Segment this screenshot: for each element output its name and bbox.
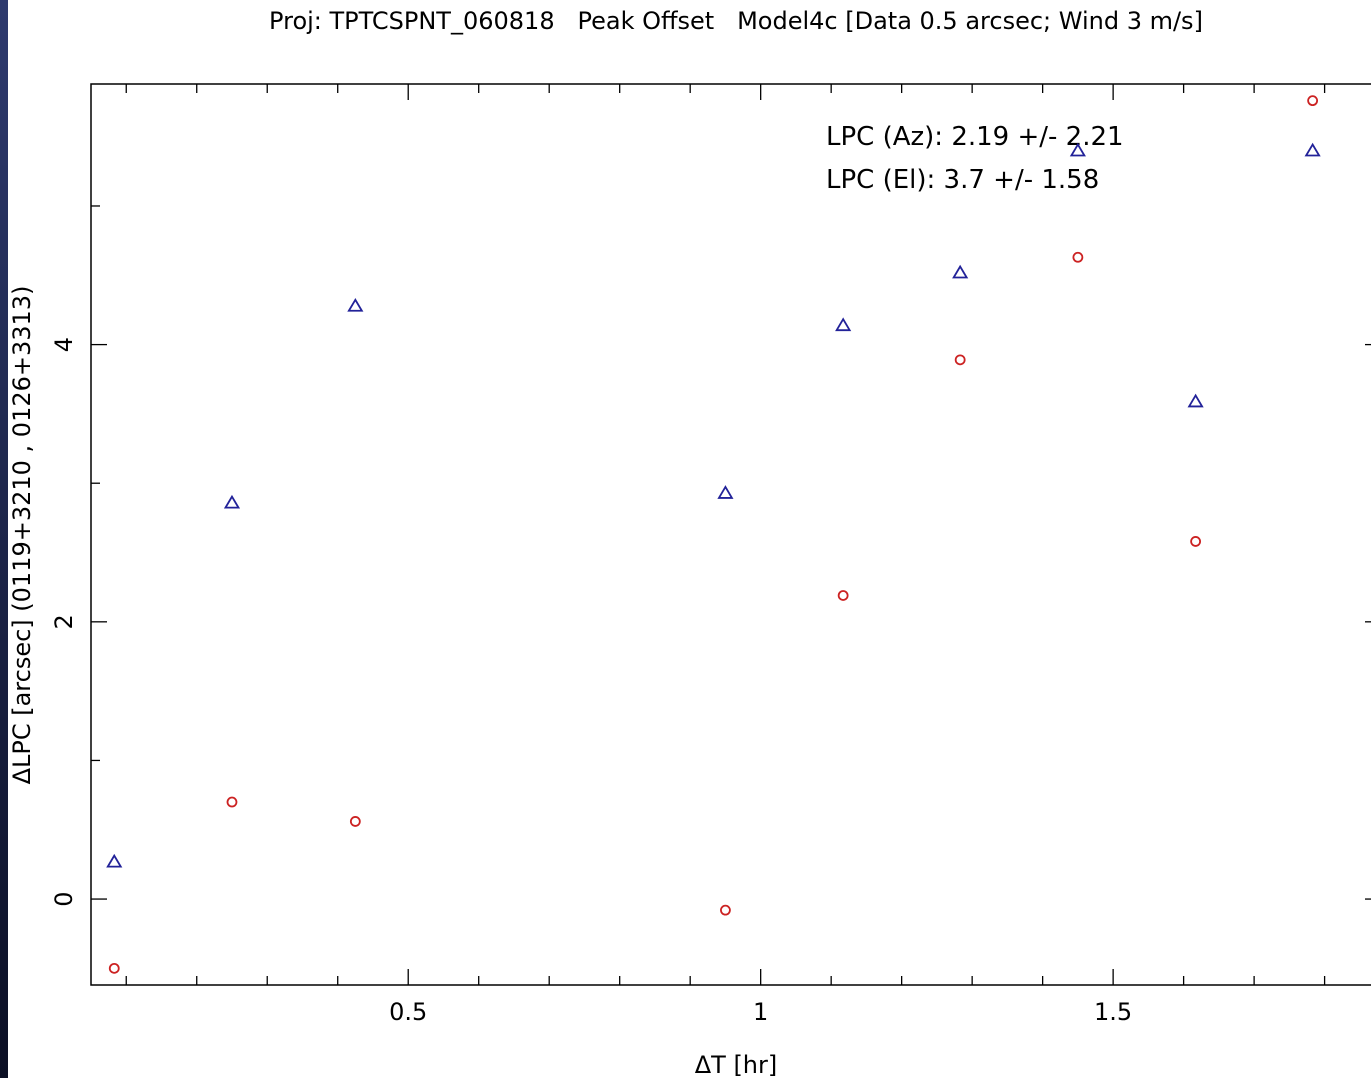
data-point-circle (954, 354, 966, 366)
plot-frame (90, 83, 1371, 986)
annotation-lpc-az: LPC (Az): 2.19 +/- 2.21 (826, 122, 1124, 152)
data-point-circle (1307, 95, 1319, 107)
y-tick-label: 2 (50, 614, 78, 629)
y-axis-label: ΔLPC [arcsec] (0119+3210 , 0126+3313) (8, 286, 36, 785)
y-tick-label: 0 (50, 891, 78, 906)
data-markers (106, 95, 1321, 974)
data-point-triangle (717, 485, 734, 499)
y-tick-label: 4 (50, 337, 78, 352)
data-point-triangle (1187, 393, 1204, 408)
axis-tick-labels: 0.5 1 1.5 0 2 4 (50, 337, 1132, 1026)
data-point-triangle (1069, 142, 1086, 157)
data-point-circle (720, 904, 731, 916)
x-axis-label: ΔT [hr] (695, 1051, 778, 1078)
data-point-triangle (223, 494, 241, 509)
data-point-triangle (1304, 142, 1321, 157)
annotation-lpc-el: LPC (El): 3.7 +/- 1.58 (826, 165, 1099, 195)
window-frame-edge (0, 0, 8, 1078)
chart-title: Proj: TPTCSPNT_060818 Peak Offset Model4… (269, 7, 1203, 35)
axis-ticks (91, 84, 1371, 985)
data-point-triangle (106, 853, 123, 868)
x-tick-label: 1.5 (1094, 998, 1132, 1026)
data-point-triangle (347, 298, 364, 312)
data-point-circle (1072, 251, 1084, 263)
data-point-circle (349, 816, 361, 827)
data-point-circle (108, 962, 120, 974)
x-tick-label: 1 (753, 998, 768, 1026)
data-point-circle (837, 590, 849, 601)
data-point-triangle (835, 317, 852, 332)
data-point-triangle (952, 264, 969, 279)
data-point-circle (1190, 536, 1202, 547)
x-tick-label: 0.5 (389, 998, 427, 1026)
data-point-circle (226, 796, 238, 808)
